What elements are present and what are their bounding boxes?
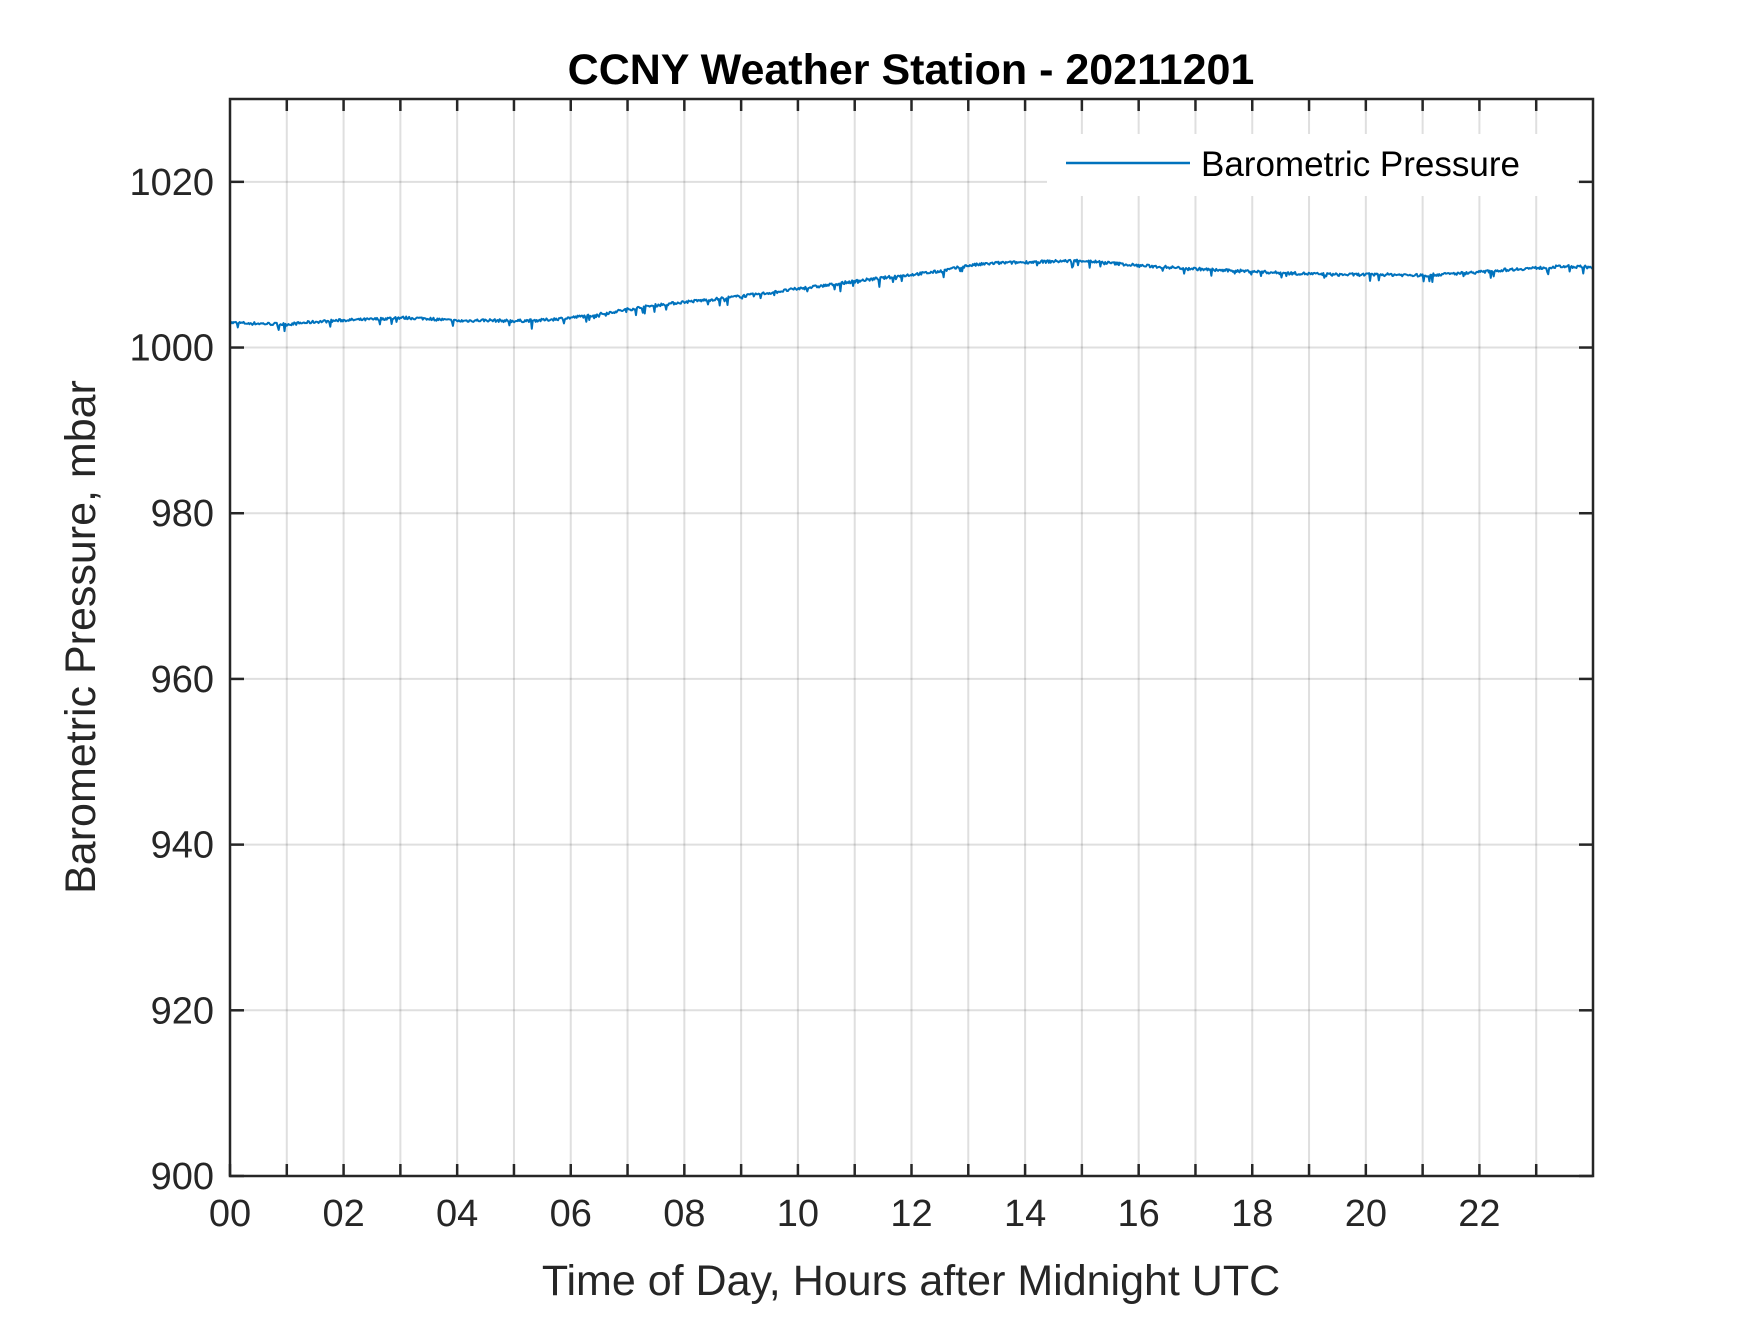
axes-box (228, 97, 1595, 1178)
y-tick-label: 980 (151, 493, 214, 535)
x-axis-label: Time of Day, Hours after Midnight UTC (542, 1257, 1280, 1305)
y-tick-label: 960 (151, 659, 214, 701)
series-layer (229, 258, 1594, 333)
x-tick-labels: 00 02 04 06 08 10 12 14 16 18 20 22 (209, 1193, 1501, 1235)
y-tick-label: 940 (151, 825, 214, 867)
x-tick-label: 04 (436, 1193, 478, 1235)
grid-lines (230, 99, 1593, 1176)
x-tick-label: 18 (1231, 1193, 1273, 1235)
legend: Barometric Pressure (1047, 134, 1577, 196)
plot-area (230, 99, 1593, 1176)
x-tick-label: 06 (550, 1193, 592, 1235)
y-tick-label: 920 (151, 990, 214, 1032)
y-tick-label: 1000 (129, 328, 214, 370)
series-line-barometric-pressure (229, 258, 1594, 333)
y-tick-label: 900 (151, 1156, 214, 1198)
legend-entry-barometric-pressure: Barometric Pressure (1201, 145, 1520, 184)
x-tick-label: 10 (777, 1193, 819, 1235)
x-tick-label: 16 (1118, 1193, 1160, 1235)
x-tick-label: 08 (663, 1193, 705, 1235)
x-tick-label: 12 (890, 1193, 932, 1235)
x-tick-label: 14 (1004, 1193, 1046, 1235)
legend-box (1047, 134, 1577, 196)
y-tick-label: 1020 (129, 162, 214, 204)
x-tick-label: 22 (1458, 1193, 1500, 1235)
x-tick-label: 20 (1345, 1193, 1387, 1235)
chart-title: CCNY Weather Station - 20211201 (568, 46, 1255, 94)
y-axis-label: Barometric Pressure, mbar (57, 380, 105, 894)
x-tick-label: 02 (322, 1193, 364, 1235)
x-tick-label: 00 (209, 1193, 251, 1235)
y-tick-labels: 900 920 940 960 980 1000 1020 (129, 162, 214, 1198)
